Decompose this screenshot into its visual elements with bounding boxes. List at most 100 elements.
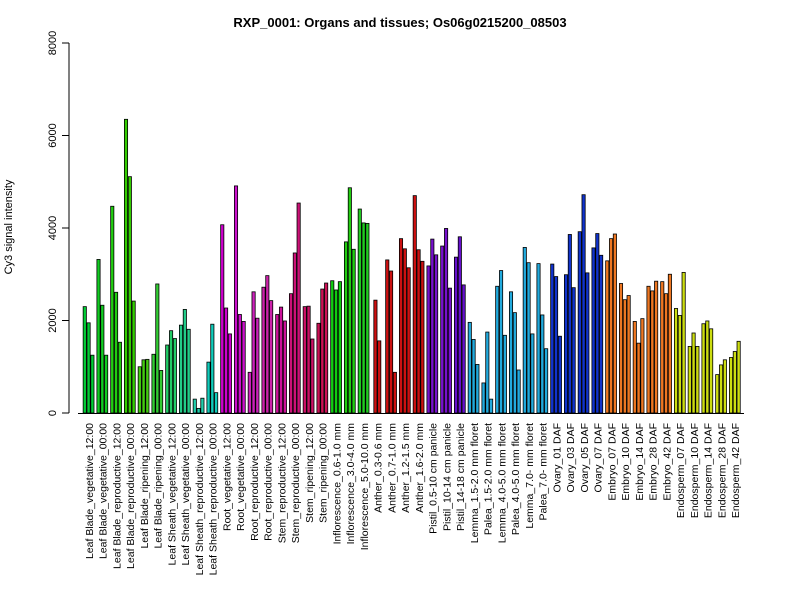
- bar: [241, 321, 246, 414]
- category-label: Embryo_14 DAF: [634, 423, 646, 501]
- bar: [540, 314, 545, 414]
- bar: [457, 236, 462, 414]
- bar: [114, 291, 119, 414]
- category-label: Lemma_7.0- mm floret: [524, 423, 536, 529]
- y-axis-label: Cy3 signal intensity: [3, 179, 15, 274]
- bar: [90, 354, 95, 414]
- bar: [165, 344, 170, 414]
- bar: [296, 202, 301, 414]
- bar: [434, 254, 439, 414]
- bar: [210, 323, 215, 414]
- bar: [169, 330, 174, 414]
- category-label: Leaf Sheath_vegetative_00:00: [180, 423, 192, 566]
- category-label: Pistil_0.5-10 cm panicle: [428, 423, 440, 534]
- bar: [302, 306, 307, 414]
- category-label: Pistil_14-18 cm panicle: [455, 423, 467, 531]
- bar: [571, 287, 576, 414]
- bar: [581, 194, 586, 414]
- y-axis: 0 2000 4000 6000 8000: [47, 31, 70, 416]
- bar: [481, 382, 486, 414]
- bar: [471, 339, 476, 414]
- bar: [365, 222, 370, 414]
- bar: [182, 308, 187, 414]
- category-label: Endosperm_28 DAF: [716, 423, 728, 518]
- category-label: Pistil_10-14 cm panicle: [441, 423, 453, 531]
- bar: [255, 317, 260, 414]
- bar: [557, 335, 562, 414]
- category-label: Embryo_10 DAF: [620, 423, 632, 501]
- category-label: Leaf Blade_vegetative_12:00: [84, 423, 96, 559]
- bar: [141, 359, 146, 414]
- bar: [674, 308, 679, 414]
- bar: [214, 392, 219, 414]
- bar: [361, 222, 366, 414]
- category-label: Leaf Sheath_reproductive_12:00: [194, 423, 206, 576]
- bar: [461, 284, 466, 414]
- x-axis-labels: Leaf Blade_vegetative_12:00 Leaf Blade_ve…: [84, 423, 742, 576]
- bar: [526, 262, 531, 414]
- category-label: Leaf Blade_ripening_00:00: [153, 423, 165, 549]
- bar: [337, 281, 342, 414]
- bar: [715, 374, 720, 414]
- bar: [373, 299, 378, 414]
- category-label: Stem_ripening_12:00: [304, 423, 316, 523]
- bar: [269, 300, 274, 414]
- bar: [564, 274, 569, 414]
- category-label: Palea_1.5-2.0 mm floret: [483, 423, 495, 535]
- bar: [320, 288, 325, 414]
- category-label: Leaf Sheath_vegetative_12:00: [166, 423, 178, 566]
- category-label: Lemma_4.0-5.0 mm floret: [496, 423, 508, 543]
- bar: [151, 353, 156, 414]
- category-label: Endosperm_14 DAF: [703, 423, 715, 518]
- bar: [385, 259, 390, 414]
- bar: [279, 306, 284, 414]
- bar: [172, 338, 177, 414]
- category-label: Root_vegetative_12:00: [221, 423, 233, 531]
- category-label: Leaf Blade_vegetative_00:00: [98, 423, 110, 559]
- bar: [377, 340, 382, 414]
- bar: [131, 300, 136, 414]
- bar: [420, 260, 425, 414]
- bar: [667, 273, 672, 414]
- bar: [159, 370, 164, 414]
- bar: [145, 358, 150, 414]
- bar: [110, 205, 115, 414]
- category-label: Root_reproductive_00:00: [263, 423, 275, 541]
- bar: [220, 224, 225, 414]
- bar: [489, 398, 494, 414]
- bar: [444, 228, 449, 414]
- bar: [512, 312, 517, 414]
- bar: [406, 267, 411, 414]
- bar: [402, 248, 407, 414]
- bar: [324, 282, 329, 414]
- bar: [516, 369, 521, 414]
- bar: [288, 293, 294, 414]
- bar: [310, 338, 315, 414]
- bar: [416, 249, 421, 414]
- category-label: Anther_0.3-0.6 mm: [373, 423, 385, 513]
- bar: [196, 407, 201, 414]
- category-label: Embryo_07 DAF: [606, 423, 618, 501]
- y-tick-label: 0: [47, 410, 59, 416]
- bar: [626, 295, 631, 414]
- bar: [127, 176, 132, 414]
- bar: [440, 245, 445, 414]
- bar: [599, 254, 604, 414]
- bar: [612, 233, 617, 414]
- category-label: Root_reproductive_12:00: [249, 423, 261, 541]
- bar: [687, 345, 692, 414]
- bar: [447, 287, 452, 414]
- bar: [334, 289, 339, 414]
- bar: [650, 290, 655, 414]
- category-label: Ovary_05 DAF: [579, 423, 591, 492]
- bar: [224, 307, 229, 414]
- bar: [709, 328, 714, 414]
- category-label: Anther_1.2-1.5 mm: [400, 423, 412, 513]
- bar: [357, 208, 362, 414]
- category-label: Ovary_03 DAF: [565, 423, 577, 492]
- bar: [124, 118, 129, 414]
- bar: [691, 332, 696, 414]
- bar: [736, 340, 741, 414]
- category-label: Anther_1.6-2.0 mm: [414, 423, 426, 513]
